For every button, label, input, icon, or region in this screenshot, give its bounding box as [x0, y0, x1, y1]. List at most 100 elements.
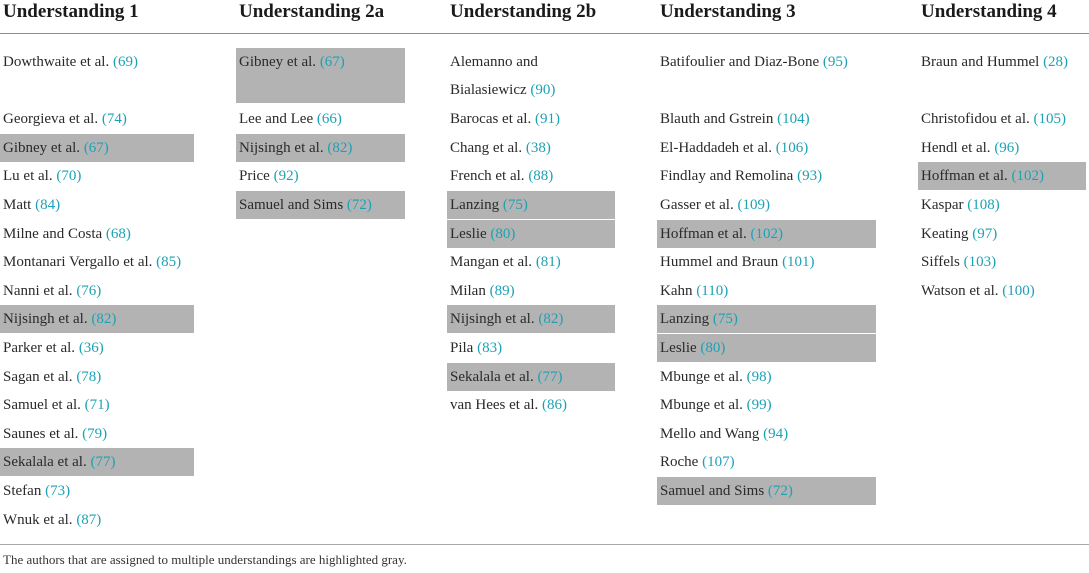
author-entry: Blauth and Gstrein (104): [657, 105, 876, 133]
reference-link[interactable]: (91): [534, 111, 560, 127]
author-name: Milan: [450, 283, 486, 299]
reference-link[interactable]: (85): [156, 254, 182, 270]
reference-link[interactable]: (96): [994, 140, 1020, 156]
reference-link[interactable]: (76): [76, 283, 102, 299]
author-name: Lu et al.: [3, 168, 53, 184]
reference-link[interactable]: (95): [822, 54, 848, 70]
author-entry: Kaspar (108): [918, 191, 1086, 219]
author-name: Braun and Hummel: [921, 54, 1040, 70]
reference-link[interactable]: (101): [782, 254, 815, 270]
reference-link[interactable]: (93): [797, 168, 823, 184]
reference-link[interactable]: (108): [967, 197, 1000, 213]
reference-link[interactable]: (90): [530, 82, 556, 98]
author-entry: Stefan (73): [0, 477, 194, 505]
reference-link[interactable]: (69): [112, 54, 138, 70]
author-name: Samuel and Sims: [239, 197, 344, 213]
author-entry: Alemanno and Bialasiewicz (90): [447, 48, 615, 104]
reference-link[interactable]: (28): [1043, 54, 1069, 70]
author-name: Milne and Costa: [3, 226, 103, 242]
reference-link[interactable]: (82): [327, 140, 353, 156]
reference-link[interactable]: (81): [535, 254, 561, 270]
reference-link[interactable]: (38): [525, 140, 551, 156]
reference-link[interactable]: (75): [502, 197, 528, 213]
reference-link[interactable]: (88): [528, 168, 554, 184]
author-entry: El-Haddadeh et al. (106): [657, 134, 876, 162]
reference-link[interactable]: (89): [489, 283, 515, 299]
reference-link[interactable]: (79): [82, 426, 108, 442]
author-name: Montanari Vergallo et al.: [3, 254, 153, 270]
author-name: Mello and Wang: [660, 426, 760, 442]
author-entry: Nijsingh et al. (82): [0, 305, 194, 333]
reference-link[interactable]: (73): [45, 483, 71, 499]
reference-link[interactable]: (80): [700, 340, 726, 356]
reference-link[interactable]: (87): [76, 512, 102, 528]
reference-link[interactable]: (98): [746, 369, 772, 385]
reference-link[interactable]: (68): [105, 226, 131, 242]
author-name: van Hees et al.: [450, 397, 539, 413]
author-entry: Barocas et al. (91): [447, 105, 615, 133]
author-entry: Samuel et al. (71): [0, 391, 194, 419]
author-entry: Leslie (80): [657, 334, 876, 362]
reference-link[interactable]: (84): [35, 197, 61, 213]
reference-link[interactable]: (77): [90, 454, 116, 470]
author-entry: Hendl et al. (96): [918, 134, 1086, 162]
reference-link[interactable]: (107): [702, 454, 735, 470]
author-name: Dowthwaite et al.: [3, 54, 110, 70]
author-name: Leslie: [450, 226, 487, 242]
reference-link[interactable]: (94): [763, 426, 789, 442]
author-name: Alemanno and Bialasiewicz: [450, 54, 538, 98]
reference-link[interactable]: (104): [777, 111, 810, 127]
author-entry: Lanzing (75): [657, 305, 876, 333]
reference-link[interactable]: (109): [737, 197, 770, 213]
reference-link[interactable]: (77): [537, 369, 563, 385]
author-entry: Gibney et al. (67): [236, 48, 405, 103]
reference-link[interactable]: (82): [91, 311, 117, 327]
author-name: Kaspar: [921, 197, 964, 213]
author-entry: Samuel and Sims (72): [657, 477, 876, 505]
author-entry: Gibney et al. (67): [0, 134, 194, 162]
reference-link[interactable]: (97): [972, 226, 998, 242]
reference-link[interactable]: (67): [83, 140, 109, 156]
author-entry: Mangan et al. (81): [447, 248, 615, 276]
reference-link[interactable]: (105): [1033, 111, 1067, 127]
author-entry: French et al. (88): [447, 162, 615, 190]
author-entry: van Hees et al. (86): [447, 391, 615, 419]
author-name: Siffels: [921, 254, 960, 270]
reference-link[interactable]: (103): [963, 254, 997, 270]
reference-link[interactable]: (110): [696, 283, 729, 299]
reference-link[interactable]: (66): [316, 111, 342, 127]
author-name: Price: [239, 168, 270, 184]
reference-link[interactable]: (72): [767, 483, 793, 499]
column-header-understanding-4: Understanding 4: [921, 1, 1057, 22]
reference-link[interactable]: (102): [1011, 168, 1045, 184]
reference-link[interactable]: (71): [84, 397, 110, 413]
author-name: Mbunge et al.: [660, 397, 743, 413]
reference-link[interactable]: (70): [56, 168, 82, 184]
author-name: Lee and Lee: [239, 111, 314, 127]
author-entry: Pila (83): [447, 334, 615, 362]
reference-link[interactable]: (92): [273, 168, 299, 184]
reference-link[interactable]: (99): [746, 397, 772, 413]
reference-link[interactable]: (100): [1002, 283, 1035, 299]
author-name: Batifoulier and Diaz-Bone: [660, 54, 820, 70]
reference-link[interactable]: (80): [490, 226, 516, 242]
reference-link[interactable]: (74): [101, 111, 127, 127]
author-name: Gibney et al.: [3, 140, 81, 156]
reference-link[interactable]: (86): [542, 397, 568, 413]
author-entry: Lu et al. (70): [0, 162, 194, 190]
reference-link[interactable]: (67): [319, 54, 345, 70]
reference-link[interactable]: (36): [78, 340, 104, 356]
reference-link[interactable]: (78): [76, 369, 102, 385]
author-name: Mangan et al.: [450, 254, 533, 270]
reference-link[interactable]: (83): [477, 340, 503, 356]
author-name: Matt: [3, 197, 32, 213]
reference-link[interactable]: (82): [538, 311, 564, 327]
reference-link[interactable]: (75): [712, 311, 738, 327]
author-name: Hendl et al.: [921, 140, 991, 156]
reference-link[interactable]: (102): [750, 226, 784, 242]
reference-link[interactable]: (106): [775, 140, 809, 156]
reference-link[interactable]: (72): [346, 197, 372, 213]
author-entry: Georgieva et al. (74): [0, 105, 194, 133]
author-name: Gasser et al.: [660, 197, 734, 213]
column-header-understanding-1: Understanding 1: [3, 1, 139, 22]
